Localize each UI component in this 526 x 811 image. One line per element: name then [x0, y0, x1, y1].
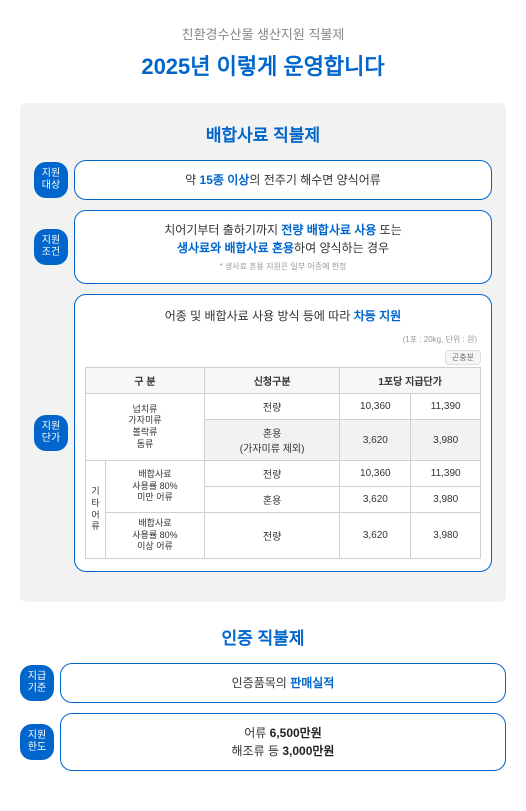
- subtitle: 친환경수산물 생산지원 직불제: [0, 24, 526, 43]
- target-suffix: 의 전주기 해수면 양식어류: [249, 173, 380, 187]
- g2r1-p1: 10,360: [340, 461, 411, 487]
- row-condition: 지원 조건 치어기부터 출하기까지 전량 배합사료 사용 또는 생사료와 배합사…: [34, 210, 492, 284]
- box-limit: 어류 6,500만원 해조류 등 3,000만원: [60, 713, 506, 771]
- page: 친환경수산물 생산지원 직불제 2025년 이렇게 운영합니다 배합사료 직불제…: [0, 0, 526, 811]
- g2r2-p1: 3,620: [340, 487, 411, 513]
- g1r1-p1: 10,360: [340, 394, 411, 420]
- section-cert: 지급 기준 인증품목의 판매실적 지원 한도 어류 6,500만원 해조류 등 …: [0, 663, 526, 771]
- limit-l2-prefix: 해조류 등: [232, 744, 283, 758]
- badge-condition: 지원 조건: [34, 229, 68, 265]
- g2r2-p2: 3,980: [411, 487, 481, 513]
- unit-note: (1포 : 20kg, 단위 : 원): [85, 334, 481, 345]
- g2r3-p1: 3,620: [340, 513, 411, 559]
- section-title-feed: 배합사료 직불제: [34, 121, 492, 146]
- g1-label: 넙치류 가자미류 볼락류 돔류: [86, 394, 205, 461]
- g2-sub1: 배합사료 사용률 80% 미만 어류: [106, 461, 205, 513]
- basis-prefix: 인증품목의: [232, 676, 291, 690]
- badge-limit: 지원 한도: [20, 724, 54, 760]
- g2r1-apply: 전량: [204, 461, 339, 487]
- box-condition: 치어기부터 출하기까지 전량 배합사료 사용 또는 생사료와 배합사료 혼용하여…: [74, 210, 492, 284]
- cond-l1-suffix: 또는: [376, 223, 401, 237]
- table-title: 어종 및 배합사료 사용 방식 등에 따라 차등 지원: [85, 307, 481, 324]
- legend-row: 곤충분: [85, 347, 481, 365]
- table-title-strong: 차등 지원: [354, 309, 402, 323]
- header: 친환경수산물 생산지원 직불제 2025년 이렇게 운영합니다: [0, 24, 526, 81]
- badge-unit: 지원 단가: [34, 415, 68, 451]
- section-feed: 배합사료 직불제 지원 대상 약 15종 이상의 전주기 해수면 양식어류 지원…: [20, 103, 506, 602]
- g1r2-p2: 3,980: [411, 420, 481, 461]
- g1r1-p2: 11,390: [411, 394, 481, 420]
- row-target: 지원 대상 약 15종 이상의 전주기 해수면 양식어류: [34, 160, 492, 200]
- cond-l2-strong: 생사료와 배합사료 혼용: [177, 241, 294, 255]
- table-wrap: 어종 및 배합사료 사용 방식 등에 따라 차등 지원 (1포 : 20kg, …: [74, 294, 492, 572]
- g2r1-p2: 11,390: [411, 461, 481, 487]
- g1r2-apply: 혼용 (가자미류 제외): [204, 420, 339, 461]
- badge-target: 지원 대상: [34, 162, 68, 198]
- target-prefix: 약: [185, 173, 199, 187]
- legend-chip: 곤충분: [445, 350, 481, 365]
- g1r2-apply-text: 혼용: [208, 425, 336, 440]
- th-price: 1포당 지급단가: [340, 368, 481, 394]
- cond-l1-prefix: 치어기부터 출하기까지: [164, 223, 281, 237]
- section-title-cert: 인증 직불제: [0, 624, 526, 649]
- g2-sub2: 배합사료 사용률 80% 이상 어류: [106, 513, 205, 559]
- table-title-prefix: 어종 및 배합사료 사용 방식 등에 따라: [165, 309, 354, 323]
- basis-strong: 판매실적: [290, 676, 334, 690]
- cond-l2-suffix: 하여 양식하는 경우: [294, 241, 389, 255]
- limit-l1-prefix: 어류: [244, 726, 269, 740]
- g2r3-p2: 3,980: [411, 513, 481, 559]
- main-title: 2025년 이렇게 운영합니다: [0, 49, 526, 81]
- target-strong: 15종 이상: [200, 173, 250, 187]
- g1r2-apply-small: (가자미류 제외): [208, 440, 336, 455]
- row-unit: 지원 단가 어종 및 배합사료 사용 방식 등에 따라 차등 지원 (1포 : …: [34, 294, 492, 572]
- cond-l1-strong: 전량 배합사료 사용: [281, 223, 376, 237]
- limit-l1-strong: 6,500만원: [270, 726, 322, 740]
- box-basis: 인증품목의 판매실적: [60, 663, 506, 703]
- th-apply: 신청구분: [204, 368, 339, 394]
- limit-l2-strong: 3,000만원: [282, 744, 334, 758]
- row-basis: 지급 기준 인증품목의 판매실적: [20, 663, 506, 703]
- price-table: 구 분 신청구분 1포당 지급단가 넙치류 가자미류 볼락류 돔류 전량 10,…: [85, 367, 481, 559]
- g1r1-apply: 전량: [204, 394, 339, 420]
- g2-side: 기 타 어 류: [86, 461, 106, 559]
- badge-basis: 지급 기준: [20, 665, 54, 701]
- row-limit: 지원 한도 어류 6,500만원 해조류 등 3,000만원: [20, 713, 506, 771]
- th-category: 구 분: [86, 368, 205, 394]
- g1r2-p1: 3,620: [340, 420, 411, 461]
- g2r2-apply: 혼용: [204, 487, 339, 513]
- box-target: 약 15종 이상의 전주기 해수면 양식어류: [74, 160, 492, 200]
- cond-note: * 생사료 혼용 지원은 일부 어종에 한정: [87, 261, 479, 273]
- g2r3-apply: 전량: [204, 513, 339, 559]
